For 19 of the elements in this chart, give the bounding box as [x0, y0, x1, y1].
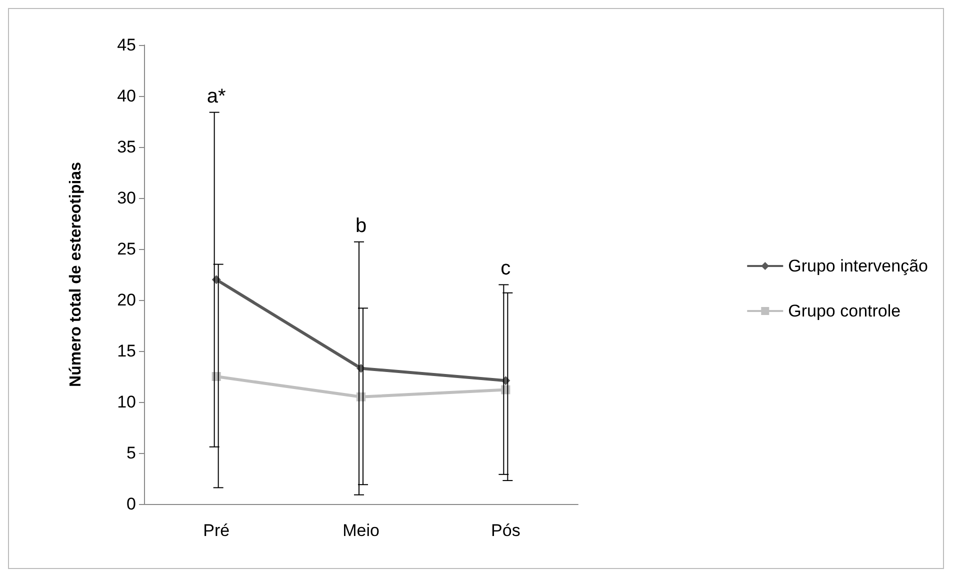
y-tick-label: 35 [117, 138, 136, 156]
x-tick-label: Pré [203, 521, 230, 540]
y-tick-label: 0 [126, 494, 136, 514]
y-tick-label: 45 [117, 36, 136, 54]
y-tick-label: 5 [126, 444, 136, 462]
legend-label: Grupo intervenção [788, 256, 928, 276]
annotation: c [500, 258, 511, 280]
y-tick-label: 30 [117, 188, 136, 208]
annotation: a* [206, 85, 226, 108]
y-tick-label: 40 [117, 86, 136, 106]
x-tick-label: Meio [342, 521, 380, 540]
y-tick-label: 25 [117, 240, 136, 258]
y-axis-title: Número total de estereotipias [68, 162, 84, 387]
y-tick-label: 10 [117, 392, 136, 412]
legend-label: Grupo controle [788, 302, 901, 320]
annotation: b [355, 214, 367, 237]
x-tick-label: Pós [491, 521, 520, 540]
y-tick-label: 15 [117, 342, 136, 360]
y-tick-label: 20 [117, 290, 136, 310]
